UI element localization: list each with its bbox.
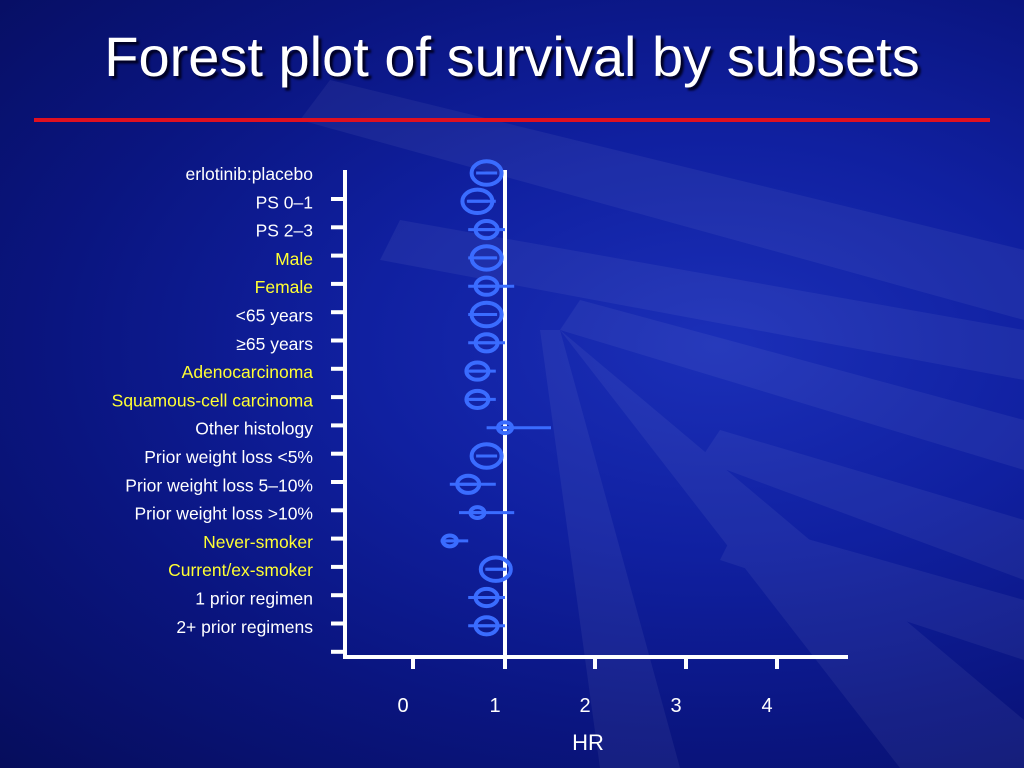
title-divider: [34, 118, 990, 122]
hazard-ratio-marker: [468, 505, 487, 521]
row-label: Prior weight loss >10%: [135, 504, 314, 524]
row-label: Never-smoker: [203, 532, 313, 552]
hazard-ratio-marker: [460, 187, 495, 216]
x-tick-label: 3: [670, 695, 681, 717]
row-label: 2+ prior regimens: [176, 617, 313, 637]
row-label: Male: [275, 249, 313, 269]
row-label: ≥65 years: [236, 334, 313, 354]
hazard-ratio-marker: [473, 332, 500, 354]
hazard-ratio-marker: [464, 360, 491, 382]
row-label: Squamous-cell carcinoma: [112, 390, 314, 410]
row-label: Prior weight loss 5–10%: [125, 475, 313, 495]
row-label: Current/ex-smoker: [168, 560, 313, 580]
x-tick-label: 2: [579, 695, 590, 717]
row-label: PS 0–1: [256, 192, 313, 212]
hazard-ratio-marker: [464, 388, 491, 410]
x-tick-label: 4: [761, 695, 772, 717]
hazard-ratio-marker: [473, 275, 500, 297]
x-tick-label: 1: [489, 695, 500, 717]
hazard-ratio-marker: [469, 244, 504, 272]
row-label: 1 prior regimen: [195, 589, 313, 609]
hazard-ratio-marker: [473, 219, 500, 241]
hazard-ratio-marker: [473, 586, 500, 609]
hazard-ratio-marker: [469, 159, 504, 187]
hazard-ratio-marker: [469, 300, 504, 329]
row-label: Other histology: [195, 419, 313, 439]
hazard-ratio-marker: [496, 420, 514, 436]
hazard-ratio-marker: [473, 615, 500, 637]
row-label: PS 2–3: [256, 221, 313, 241]
x-axis-label: HR: [572, 730, 604, 755]
hazard-ratio-marker: [455, 473, 482, 495]
row-label: Adenocarcinoma: [182, 362, 314, 382]
row-label: Female: [255, 277, 313, 297]
row-label: <65 years: [236, 306, 314, 326]
hazard-ratio-marker: [469, 442, 504, 470]
x-tick-label: 0: [397, 695, 408, 717]
row-label: erlotinib:placebo: [186, 164, 313, 184]
hazard-ratio-marker: [440, 533, 459, 549]
row-label: Prior weight loss <5%: [144, 447, 313, 467]
page-title: Forest plot of survival by subsets: [104, 25, 920, 88]
hazard-ratio-marker: [478, 555, 513, 583]
